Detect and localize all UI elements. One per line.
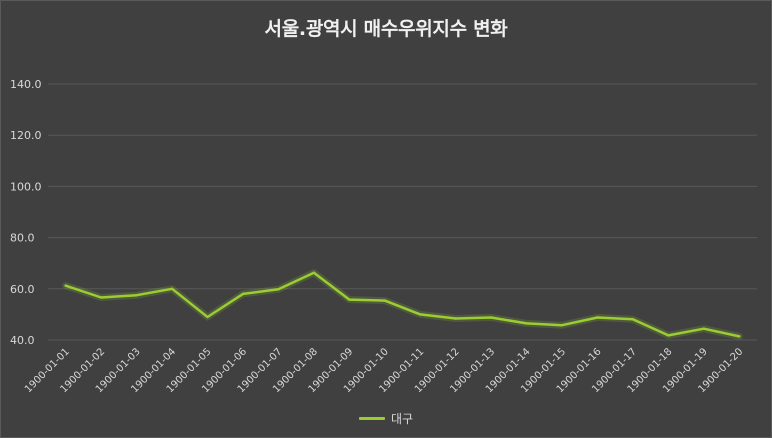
data-point: [667, 334, 670, 337]
x-axis-ticks: 1900-01-011900-01-021900-01-031900-01-04…: [23, 346, 745, 395]
data-point: [738, 335, 741, 338]
data-point: [525, 322, 528, 325]
data-point: [64, 284, 67, 287]
series-layer: [62, 269, 743, 340]
data-point: [631, 318, 635, 321]
data-point: [99, 296, 103, 299]
data-point: [135, 294, 138, 297]
y-tick-label: 140.0: [10, 78, 42, 91]
data-point: [454, 317, 457, 320]
data-point: [560, 323, 564, 327]
y-tick-label: 80.0: [10, 232, 35, 245]
y-tick-label: 40.0: [10, 334, 35, 347]
legend: 대구: [0, 408, 772, 428]
y-axis-ticks: 40.0 60.0 80.0 100.0 120.0 140.0: [10, 78, 42, 347]
data-point: [419, 313, 422, 316]
y-tick-label: 120.0: [10, 129, 42, 142]
data-point: [702, 327, 706, 330]
data-point: [312, 271, 316, 274]
series-line: [64, 271, 741, 338]
data-point: [489, 316, 493, 319]
data-point: [277, 288, 280, 291]
gridlines: [48, 83, 757, 341]
legend-label: 대구: [390, 411, 414, 426]
data-point: [206, 315, 209, 319]
series-line-glow: [62, 269, 743, 340]
y-tick-label: 100.0: [10, 180, 42, 193]
y-tick-label: 60.0: [10, 283, 35, 296]
data-point: [170, 287, 174, 290]
data-point: [348, 298, 351, 301]
chart-title: 서울.광역시 매수우위지수 변화: [264, 18, 508, 40]
data-point: [241, 292, 245, 296]
legend-swatch: [358, 416, 385, 420]
data-point: [596, 316, 599, 319]
data-point: [383, 299, 386, 302]
